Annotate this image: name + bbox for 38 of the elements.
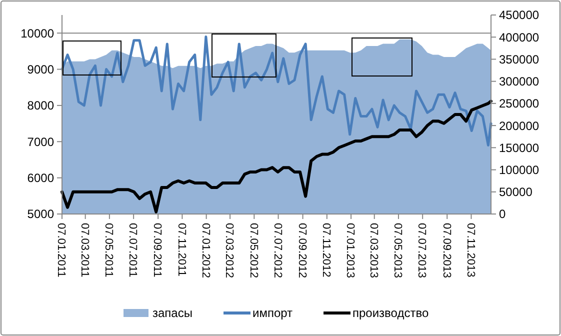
x-tick-label: 07.11.2011 — [175, 223, 188, 276]
x-tick-label: 07.09.2013 — [440, 223, 452, 278]
line-series — [60, 35, 492, 147]
y2-tick-label: 250000 — [499, 96, 540, 111]
y2-tick-label: 450000 — [499, 8, 540, 22]
x-tick-label: 07.01.2011 — [55, 223, 68, 278]
y-tick-label: 8000 — [27, 98, 54, 113]
y2-tick-label: 300000 — [499, 74, 540, 89]
y2-tick-label: 150000 — [499, 140, 540, 155]
x-tick-label: 07.01.2012 — [199, 223, 212, 278]
y2-tick-label: 400000 — [499, 30, 540, 44]
x-tick-label: 07.11.2013 — [464, 223, 476, 278]
x-tick-label: 07.01.2013 — [344, 223, 356, 278]
y2-tick-label: 50000 — [499, 185, 533, 200]
x-tick-label: 07.07.2012 — [271, 223, 284, 278]
x-tick-label: 07.07.2013 — [416, 223, 428, 278]
x-tick-label: 07.03.2011 — [78, 223, 90, 278]
x-tick-label: 07.03.2013 — [368, 223, 380, 278]
y-tick-label: 9000 — [27, 62, 54, 76]
x-tick-label: 07.11.2012 — [320, 223, 332, 278]
x-tick-label: 07.05.2013 — [392, 223, 404, 278]
x-tick-label: 07.05.2011 — [102, 223, 115, 278]
x-tick-label: 07.07.2011 — [126, 223, 139, 278]
y2-tick-label: 0 — [499, 207, 506, 222]
legend-label: производство — [352, 306, 429, 320]
legend-label: импорт — [252, 306, 294, 320]
y-tick-label: 7000 — [27, 134, 54, 149]
y2-tick-label: 100000 — [499, 162, 540, 177]
y2-tick-label: 200000 — [499, 118, 540, 133]
x-tick-label: 07.05.2012 — [247, 223, 260, 278]
x-tick-label: 07.09.2012 — [296, 223, 308, 278]
y-tick-label: 6000 — [27, 171, 54, 186]
y-tick-label: 5000 — [27, 207, 54, 222]
y-tick-label: 10000 — [20, 26, 54, 40]
x-tick-label: 07.03.2012 — [223, 223, 236, 278]
x-tick-label: 07.09.2011 — [151, 223, 164, 278]
legend-label: запасы — [152, 306, 192, 320]
y2-tick-label: 350000 — [499, 52, 540, 66]
